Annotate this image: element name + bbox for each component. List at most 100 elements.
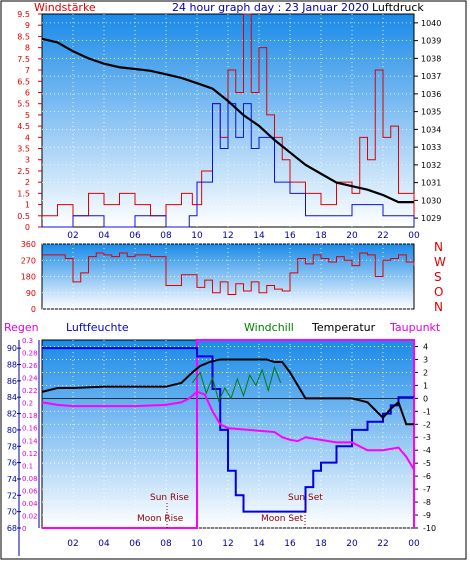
y-tick-label-wind: 3.5 <box>17 145 30 154</box>
compass-w: W <box>434 255 446 269</box>
y-tick-label-temperature: -2 <box>423 420 431 429</box>
x-tick-label: 18 <box>315 231 327 241</box>
y-tick-label-wind: 9 <box>25 21 30 30</box>
temperature-humidity-panel: Regen Luftfeuchte Windchill Temperatur T… <box>4 321 441 556</box>
y-tick-label-wind: 4 <box>25 133 30 142</box>
moon-rise-label: Moon Rise <box>137 514 184 524</box>
header-luftdruck: Luftdruck <box>372 1 424 14</box>
y-tick-label-direction: 270 <box>21 256 36 265</box>
moon-set-label: Moon Set <box>261 514 304 524</box>
x-tick-label: 08 <box>160 231 172 241</box>
y-tick-label-wind: 2.5 <box>17 167 30 176</box>
y-tick-label-pressure: 1030 <box>421 196 441 205</box>
y-tick-label-rain: 0.28 <box>22 350 38 358</box>
y-tick-label-pressure: 1037 <box>421 72 441 81</box>
y-tick-label-humidity: 82 <box>7 410 17 419</box>
y-tick-label-pressure: 1033 <box>421 143 441 152</box>
x-tick-label: 16 <box>284 539 296 549</box>
sun-rise-label: Sun Rise <box>150 493 189 503</box>
header-title: 24 hour graph day : 23 Januar 2020 <box>172 1 369 14</box>
y-tick-label-temperature: -1 <box>423 407 431 416</box>
y-tick-label-pressure: 1031 <box>421 179 441 188</box>
y-tick-label-humidity: 74 <box>7 475 17 484</box>
wind-gust-line <box>42 103 415 228</box>
y-tick-label-wind: 0.5 <box>17 212 30 221</box>
windchill-line <box>191 365 282 403</box>
y-tick-label-wind: 4.5 <box>17 122 30 131</box>
x-tick-label: 10 <box>191 539 203 549</box>
y-tick-label-pressure: 1035 <box>421 108 441 117</box>
y-tick-label-direction: 180 <box>21 273 36 282</box>
compass-s: S <box>434 270 442 284</box>
y-tick-label-humidity: 68 <box>7 524 17 533</box>
x-tick-label: 12 <box>222 539 233 549</box>
y-tick-label-wind: 7 <box>25 66 30 75</box>
wind-direction-line <box>42 252 415 296</box>
y-tick-label-temperature: 0 <box>423 394 428 403</box>
compass-o: O <box>434 285 443 299</box>
x-tick-label: 14 <box>253 231 265 241</box>
x-tick-label: 22 <box>377 231 388 241</box>
x-tick-label: 20 <box>346 231 358 241</box>
x-tick-label: 10 <box>191 231 203 241</box>
y-tick-label-wind: 1 <box>25 201 30 210</box>
y-tick-label-pressure: 1029 <box>421 214 441 223</box>
y-tick-label-direction: 0 <box>31 305 36 314</box>
y-tick-label-rain: 0.02 <box>22 512 38 520</box>
x-tick-label: 20 <box>346 539 358 549</box>
y-tick-label-wind: 8 <box>25 44 30 53</box>
y-tick-label-wind: 8.5 <box>17 32 30 41</box>
x-tick-label: 06 <box>129 231 141 241</box>
y-tick-label-pressure: 1034 <box>421 125 441 134</box>
label-taupunkt: Taupunkt <box>389 321 441 334</box>
temperature-line <box>41 358 414 426</box>
y-tick-label-direction: 90 <box>26 289 36 298</box>
y-tick-label-temperature: 2 <box>423 368 428 377</box>
y-tick-label-temperature: -3 <box>423 433 431 442</box>
y-tick-label-wind: 0 <box>25 223 30 232</box>
label-windchill: Windchill <box>244 321 294 334</box>
y-tick-label-temperature: -8 <box>423 498 431 507</box>
y-tick-label-humidity: 72 <box>7 491 17 500</box>
pressure-line <box>41 37 414 204</box>
compass-n-bottom: N <box>434 300 443 314</box>
y-tick-label-pressure: 1036 <box>421 90 441 99</box>
y-tick-label-rain: 0.12 <box>22 450 38 458</box>
x-tick-label: 00 <box>408 231 420 241</box>
y-tick-label-wind: 2 <box>25 178 30 187</box>
header-windstaerke: Windstärke <box>34 1 96 14</box>
y-tick-label-pressure: 1040 <box>421 19 441 28</box>
x-tick-label: 08 <box>160 539 172 549</box>
y-tick-label-rain: 0.14 <box>22 437 38 445</box>
y-tick-label-rain: 0 <box>22 525 26 533</box>
y-tick-label-wind: 6.5 <box>17 77 30 86</box>
y-tick-label-temperature: 4 <box>423 342 428 351</box>
wind-direction-panel: 0 90 180 270 360 N W S O N <box>21 240 446 314</box>
y-tick-label-wind: 6 <box>25 88 30 97</box>
y-tick-label-rain: 0.18 <box>22 412 38 420</box>
y-tick-label-rain: 0.22 <box>22 387 38 395</box>
y-tick-label-pressure: 1032 <box>421 161 441 170</box>
y-tick-label-rain: 0.26 <box>22 362 38 370</box>
y-tick-label-humidity: 70 <box>7 508 17 517</box>
x-tick-label: 06 <box>129 539 141 549</box>
y-tick-label-rain: 0.16 <box>22 425 38 433</box>
sun-set-label: Sun Set <box>288 493 323 503</box>
wind-pressure-panel: 0 0.5 1 1.5 2 2.5 3 3.5 4 4.5 5 5.5 6 6.5 7 7.5 8 8.5 9 9.5… <box>17 10 441 241</box>
x-tick-label: 22 <box>377 539 388 549</box>
y-tick-label-humidity: 88 <box>7 361 17 370</box>
x-tick-label: 00 <box>408 539 420 549</box>
x-tick-label: 12 <box>222 231 233 241</box>
y-tick-label-wind: 9.5 <box>17 10 30 19</box>
y-tick-label-temperature: -9 <box>423 511 431 520</box>
humidity-line <box>42 347 414 513</box>
y-tick-label-humidity: 76 <box>7 459 17 468</box>
y-tick-label-temperature: -4 <box>423 446 431 455</box>
x-tick-label: 04 <box>98 539 110 549</box>
y-tick-label-temperature: 3 <box>423 355 428 364</box>
y-tick-label-rain: 0.1 <box>22 462 33 470</box>
y-tick-label-wind: 5 <box>25 111 30 120</box>
y-tick-label-wind: 7.5 <box>17 55 30 64</box>
y-tick-label-rain: 0.06 <box>22 487 38 495</box>
